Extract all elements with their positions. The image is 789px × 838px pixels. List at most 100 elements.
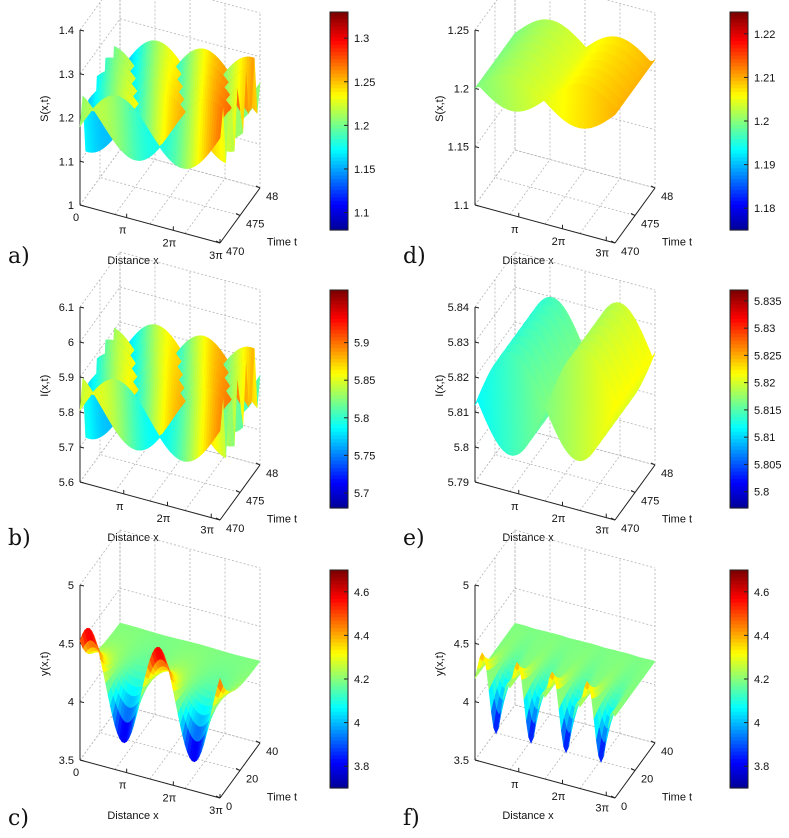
z-axis-label: S(x,t) <box>39 96 51 122</box>
colorbar-segment <box>730 15 748 20</box>
colorbar-segment <box>330 128 348 133</box>
colorbar-segment <box>330 504 348 509</box>
colorbar-segment <box>330 453 348 458</box>
colorbar-segment <box>730 59 748 64</box>
colorbar-segment <box>730 171 748 177</box>
z-tick-label: 5.8 <box>454 442 469 454</box>
colorbar-segment <box>330 449 348 455</box>
colorbar-segment <box>330 737 348 742</box>
x-axis-label: Distance x <box>502 255 554 267</box>
colorbar-segment <box>330 758 348 764</box>
x-tick-label: 3π <box>595 248 609 260</box>
colorbar-segment <box>730 51 748 57</box>
colorbar-segment <box>330 577 348 582</box>
colorbar-segment <box>330 438 348 444</box>
x-axis <box>79 759 221 799</box>
panel-label: e) <box>403 526 425 551</box>
z-tick-label: 3.5 <box>59 755 74 767</box>
x-tick-label: 3π <box>209 805 223 817</box>
z-tick <box>474 701 480 704</box>
y-tick <box>255 740 261 744</box>
colorbar-segment <box>730 362 748 367</box>
colorbar-segment <box>730 329 748 335</box>
grid-line-z <box>474 587 656 644</box>
colorbar-segment <box>330 355 348 360</box>
grid-line-z <box>474 0 656 31</box>
colorbar: 1.11.151.21.251.3 <box>329 11 375 231</box>
colorbar-tick-label: 1.15 <box>354 164 375 176</box>
z-tick <box>79 701 85 704</box>
z-tick-label: 5.7 <box>59 442 74 454</box>
colorbar-segment <box>730 55 748 60</box>
y-tick <box>215 517 221 521</box>
colorbar-segment <box>730 95 748 100</box>
colorbar-segment <box>730 222 748 227</box>
colorbar-segment <box>330 613 348 618</box>
colorbar-segment <box>330 142 348 148</box>
colorbar-segment <box>330 359 348 364</box>
colorbar-segment <box>730 219 748 224</box>
colorbar-segment <box>730 124 748 129</box>
panel-label: b) <box>8 526 31 551</box>
colorbar-segment <box>330 121 348 126</box>
colorbar-tick-label: 5.81 <box>754 432 775 444</box>
colorbar-segment <box>330 186 348 191</box>
surface <box>79 40 261 169</box>
y-tick-label: 48 <box>266 468 278 480</box>
colorbar-segment <box>330 624 348 629</box>
colorbar-segment <box>330 153 348 158</box>
grid-line-x <box>149 0 191 225</box>
colorbar-segment <box>330 362 348 367</box>
z-tick-label: 3.5 <box>454 755 469 767</box>
x-tick-label: π <box>511 224 519 236</box>
colorbar-segment <box>330 704 348 709</box>
colorbar-segment <box>330 297 348 302</box>
colorbar-segment <box>730 322 748 327</box>
x-axis <box>79 481 221 521</box>
grid-line-x <box>184 558 226 789</box>
z-tick-label: 5 <box>68 580 74 592</box>
colorbar-segment <box>730 478 748 484</box>
colorbar-segment <box>730 446 748 451</box>
colorbar-segment <box>730 128 748 133</box>
colorbar-segment <box>330 617 348 622</box>
colorbar-segment <box>330 48 348 53</box>
colorbar-segment <box>330 639 348 644</box>
colorbar-segment <box>330 219 348 224</box>
colorbar-tick-label: 3.8 <box>354 761 369 773</box>
colorbar-segment <box>330 391 348 396</box>
colorbar-segment <box>330 182 348 187</box>
colorbar-segment <box>330 293 348 298</box>
colorbar-tick-label: 1.22 <box>754 29 775 41</box>
x-axis-label: Distance x <box>107 255 159 267</box>
colorbar-segment <box>330 110 348 115</box>
colorbar-segment <box>330 146 348 151</box>
z-tick-label: 1.2 <box>59 113 74 125</box>
x-tick-label: 2π <box>162 237 176 249</box>
x-tick-label: 3π <box>200 525 214 537</box>
colorbar-segment <box>730 208 748 213</box>
colorbar-segment <box>330 570 348 575</box>
x-tick-label: 0 <box>73 212 79 224</box>
surface <box>79 324 261 462</box>
colorbar-segment <box>730 99 748 104</box>
x-tick-label: π <box>116 501 124 513</box>
colorbar: 3.844.24.44.6 <box>329 569 369 789</box>
x-axis-label: Distance x <box>107 810 159 822</box>
colorbar-segment <box>330 478 348 484</box>
panel-label: a) <box>8 244 30 269</box>
colorbar-segment <box>730 290 748 295</box>
colorbar-segment <box>330 366 348 371</box>
grid-line-z <box>79 587 261 644</box>
z-tick-label: 5.8 <box>59 407 74 419</box>
colorbar-segment <box>730 304 748 309</box>
z-tick <box>79 160 85 163</box>
colorbar-segment <box>330 55 348 60</box>
colorbar-segment <box>730 337 748 342</box>
colorbar-segment <box>330 193 348 198</box>
panel-label: c) <box>8 806 29 831</box>
panel-label: d) <box>403 244 426 269</box>
colorbar-segment <box>730 81 748 86</box>
